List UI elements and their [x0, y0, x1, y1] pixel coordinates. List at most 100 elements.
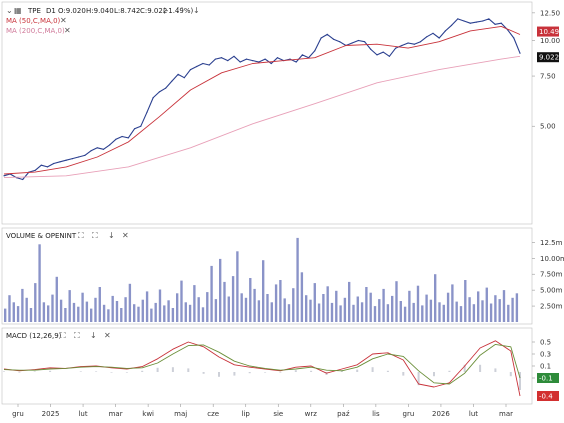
- volume-bar: [378, 299, 381, 322]
- volume-bar: [4, 308, 7, 322]
- volume-bar: [227, 296, 230, 322]
- macd-hist-bar: [49, 370, 52, 372]
- price-point: [96, 147, 98, 149]
- interval-label: D1: [46, 7, 56, 15]
- volume-y-tick-label: 12.5m: [540, 239, 563, 247]
- macd-expand-icon[interactable]: ⛶: [73, 331, 80, 340]
- macd-hist-bar: [110, 372, 113, 373]
- volume-bar: [360, 302, 364, 322]
- x-tick-label: lut: [469, 410, 478, 418]
- volume-bar: [120, 308, 123, 322]
- volume-bar: [98, 287, 101, 322]
- macd-hist-bar: [233, 372, 236, 376]
- volume-bar: [266, 294, 269, 322]
- macd-value-tag: -0.4: [539, 393, 553, 401]
- macd-hist-bar: [479, 364, 482, 372]
- price-point: [482, 20, 484, 22]
- volume-bar: [408, 290, 411, 322]
- volume-bar: [133, 304, 136, 322]
- macd-hist-bar: [171, 367, 174, 372]
- price-point: [59, 161, 61, 163]
- volume-expand-icon[interactable]: ⛶: [91, 231, 98, 240]
- volume-bar: [184, 302, 187, 322]
- ma200-line: [3, 55, 521, 179]
- macd-hist-bar: [402, 372, 405, 376]
- price-line: [3, 18, 521, 181]
- volume-bar: [206, 292, 209, 322]
- volume-bar: [68, 290, 71, 322]
- volume-close-icon[interactable]: ✕: [122, 231, 129, 240]
- price-point: [419, 41, 422, 43]
- macd-hist-bar: [248, 372, 251, 374]
- macd-close-icon[interactable]: ✕: [104, 331, 111, 340]
- volume-settings-icon[interactable]: ⛶: [77, 231, 84, 240]
- volume-bar: [214, 299, 218, 322]
- price-point: [376, 54, 378, 56]
- price-point: [34, 169, 36, 171]
- macd-download-icon[interactable]: ↓: [90, 331, 97, 340]
- macd-y-tick-label: 0.3: [540, 351, 551, 359]
- macd-hist-bar: [156, 367, 159, 372]
- volume-bar: [283, 298, 286, 322]
- ma50-line: [3, 25, 521, 175]
- volume-bar: [257, 300, 261, 322]
- price-point: [494, 23, 496, 25]
- volume-bar: [464, 280, 467, 322]
- volume-bar: [47, 305, 50, 322]
- macd-hist-bar: [371, 367, 374, 372]
- macd-signal-tag-bg: [537, 373, 559, 383]
- ma200-close-icon[interactable]: ✕: [64, 26, 71, 35]
- price-point: [71, 158, 73, 160]
- volume-bar: [296, 237, 299, 322]
- x-tick-label: kwi: [142, 410, 154, 418]
- download-icon[interactable]: ↓: [193, 6, 200, 15]
- volume-bar: [386, 304, 390, 322]
- price-point: [146, 111, 148, 113]
- volume-bar: [343, 297, 347, 322]
- volume-bar: [498, 299, 501, 322]
- macd-hist-bar: [3, 371, 5, 372]
- volume-bar: [489, 303, 493, 322]
- volume-bar: [77, 306, 80, 322]
- collapse-icon[interactable]: ⌄: [6, 6, 13, 15]
- macd-hist-bar: [463, 364, 466, 372]
- price-point: [202, 62, 204, 65]
- price-y-tick-label: 5.00: [540, 123, 556, 131]
- volume-bar: [395, 281, 398, 322]
- price-point: [189, 69, 192, 71]
- macd-hist-bar: [202, 372, 205, 374]
- volume-bar: [137, 306, 140, 322]
- x-tick-label: maj: [174, 410, 187, 418]
- volume-bar: [124, 297, 127, 322]
- price-point: [395, 47, 397, 49]
- price-panel: [1, 1, 533, 225]
- macd-hist-bar: [218, 372, 220, 377]
- macd-settings-icon[interactable]: ⛶: [59, 331, 66, 340]
- macd-y-tick-label: 0.5: [540, 339, 551, 347]
- volume-bar: [115, 301, 119, 322]
- expand-icon[interactable]: ⛶: [176, 6, 183, 15]
- price-point: [457, 18, 459, 20]
- volume-bar: [180, 280, 183, 322]
- price-point: [426, 36, 428, 38]
- volume-bar: [339, 305, 342, 322]
- volume-bar: [313, 283, 316, 322]
- volume-bar: [107, 309, 110, 322]
- x-tick-label: mar: [499, 410, 513, 418]
- price-panel-toolbar: ⌄ ▦ ⛶ ↓: [6, 6, 200, 15]
- volume-bar: [59, 299, 63, 322]
- price-point: [339, 41, 341, 43]
- macd-hist-bar: [417, 372, 420, 386]
- volume-download-icon[interactable]: ↓: [108, 231, 115, 240]
- price-point: [40, 164, 42, 166]
- price-point: [314, 50, 316, 52]
- ma50-close-icon[interactable]: ✕: [60, 16, 67, 25]
- price-point: [364, 41, 366, 43]
- macd-hist-bar: [33, 371, 36, 372]
- price-point: [388, 55, 390, 57]
- volume-bar: [451, 284, 454, 322]
- volume-bar: [481, 300, 484, 322]
- volume-bar: [442, 304, 445, 322]
- chart-type-icon[interactable]: ▦: [14, 6, 22, 15]
